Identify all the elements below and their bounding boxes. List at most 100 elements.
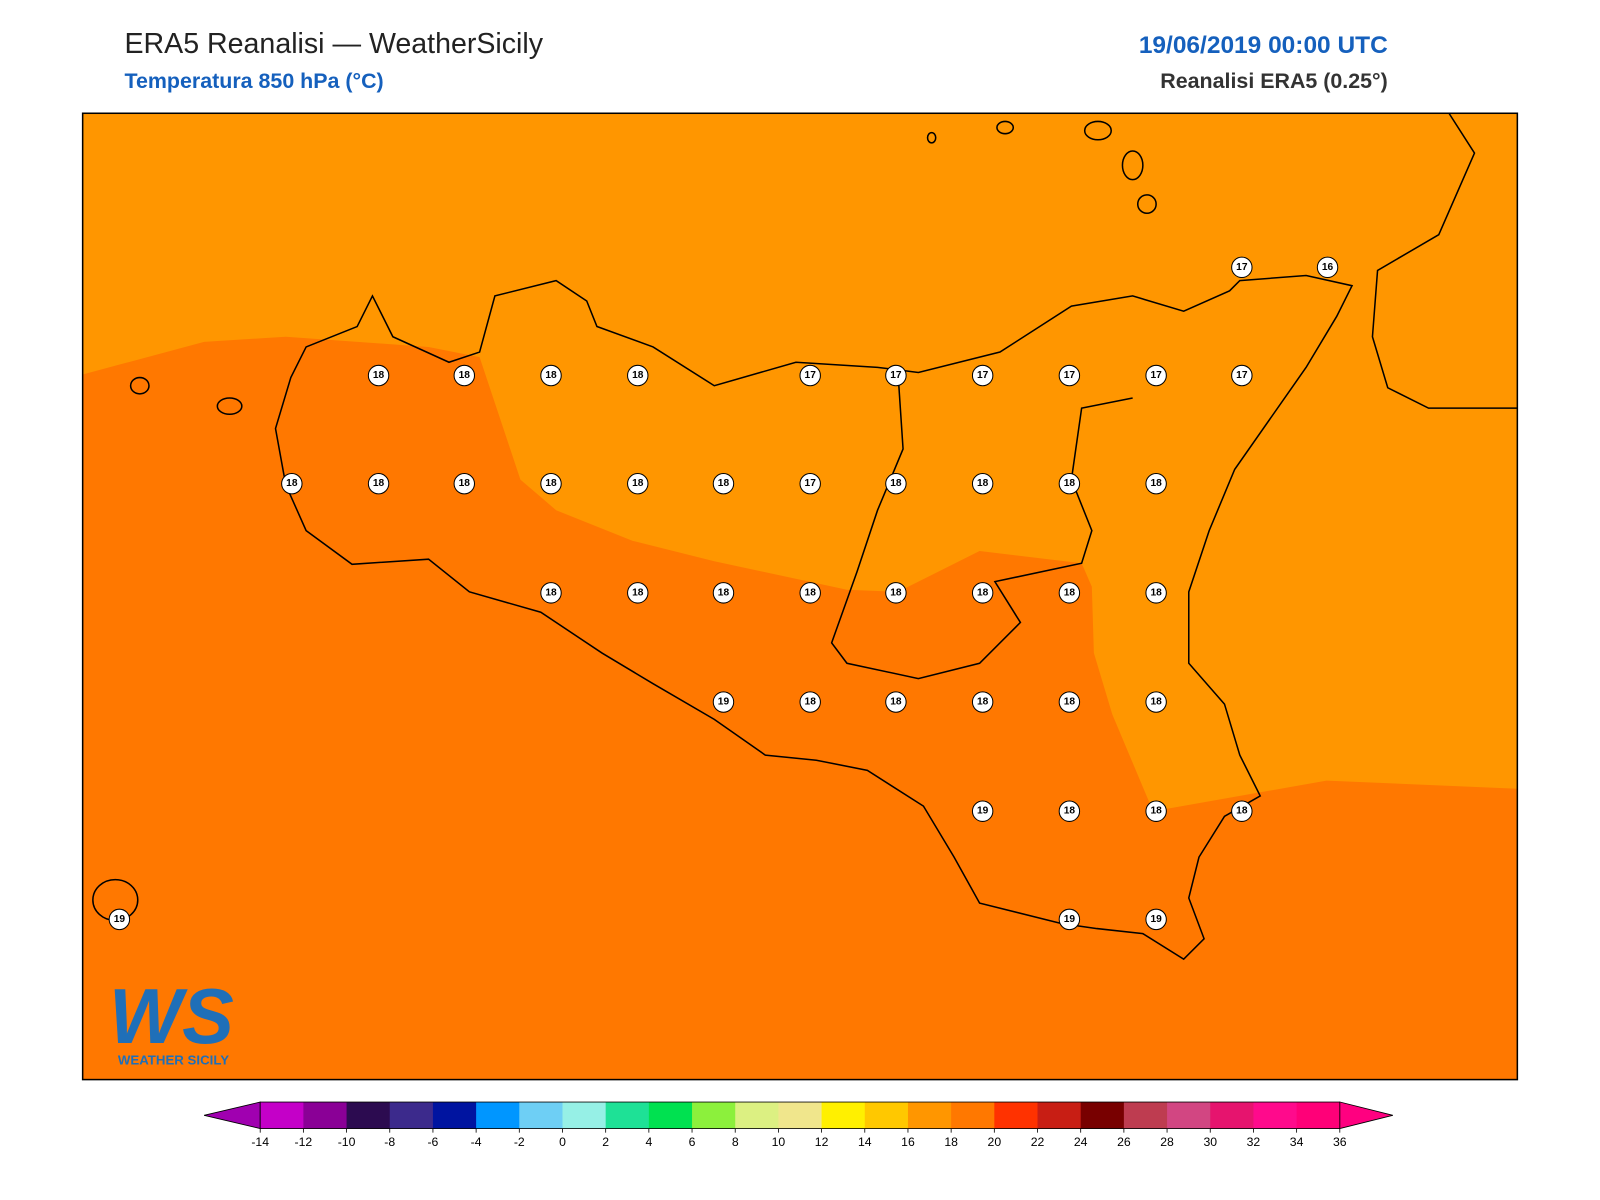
colorbar-tick-label: 10 — [772, 1135, 786, 1149]
colorbar-bin — [519, 1102, 563, 1129]
station-dot — [971, 800, 994, 822]
station-value: 17 — [1236, 262, 1248, 273]
station: 18 — [1145, 800, 1167, 822]
map: 17 16 18 18 18 18 17 17 17 17 17 17 18 18 18 18 18 18 17 18… — [81, 112, 1519, 1081]
station: 18 — [627, 364, 649, 387]
station: 19 — [712, 691, 735, 713]
station-dot — [540, 364, 562, 387]
station-value: 18 — [632, 370, 644, 381]
station-value: 17 — [1150, 370, 1162, 381]
station-value: 18 — [545, 478, 557, 489]
station-value: 18 — [805, 697, 817, 708]
map-frame — [81, 112, 1519, 1081]
station: 18 — [885, 582, 907, 604]
station: 18 — [971, 472, 994, 495]
station-value: 18 — [1150, 478, 1162, 489]
station-dot — [1316, 256, 1339, 279]
station-value: 17 — [805, 370, 817, 381]
station-value: 17 — [1236, 370, 1248, 381]
colorbar-tick-label: 8 — [732, 1135, 739, 1149]
colorbar: -14 -12 -10 -8 -6 -4 -2 0 2 4 6 8 10 12 14 16 18 20 22 24 26… — [203, 1101, 1393, 1149]
station-dot — [1145, 582, 1167, 604]
station-value: 18 — [890, 587, 902, 598]
station: 17 — [885, 364, 907, 387]
colorbar-tick-label: 4 — [645, 1135, 652, 1149]
colorbar-tick-label: 0 — [559, 1135, 566, 1149]
station-dot — [1145, 800, 1167, 822]
station-dot — [1058, 364, 1081, 387]
station: 18 — [1058, 472, 1081, 495]
colorbar-tick-label: 32 — [1247, 1135, 1261, 1149]
colorbar-tick-label: 16 — [901, 1135, 915, 1149]
station-dot — [627, 582, 649, 604]
station-dot — [1145, 472, 1167, 495]
station-value: 18 — [1150, 587, 1162, 598]
colorbar-tick-label: 36 — [1333, 1135, 1347, 1149]
station-dot — [1231, 800, 1253, 822]
station-value: 18 — [1150, 806, 1162, 817]
station-dot — [627, 364, 649, 387]
colorbar-tick-label: 28 — [1160, 1135, 1174, 1149]
station-value: 18 — [373, 478, 385, 489]
colorbar-bin — [303, 1102, 348, 1129]
station-dot — [108, 908, 131, 931]
station: 18 — [1231, 800, 1253, 822]
station-dot — [885, 472, 907, 495]
station-dot — [453, 472, 475, 495]
station: 18 — [799, 691, 821, 713]
station-value: 18 — [718, 587, 730, 598]
station-value: 18 — [1064, 478, 1076, 489]
station: 17 — [1145, 364, 1167, 387]
colorbar-bin — [1253, 1102, 1298, 1129]
station: 18 — [540, 364, 562, 387]
station-dot — [367, 472, 390, 495]
station-value: 18 — [718, 478, 730, 489]
colorbar-tick-label: 30 — [1203, 1135, 1217, 1149]
station: 18 — [885, 691, 907, 713]
station-dot — [1145, 691, 1167, 713]
station: 16 — [1316, 256, 1339, 279]
station-dot — [971, 691, 994, 713]
colorbar-bin — [260, 1102, 304, 1129]
station: 18 — [540, 472, 562, 495]
station: 17 — [799, 472, 821, 495]
date: 19/06/2019 00:00 UTC — [1139, 32, 1388, 59]
station-value: 18 — [1064, 806, 1076, 817]
station: 17 — [1058, 364, 1081, 387]
station-value: 18 — [632, 587, 644, 598]
colorbar-bin — [1037, 1102, 1082, 1129]
station-value: 18 — [1064, 697, 1076, 708]
colorbar-bin — [1123, 1102, 1168, 1129]
colorbar-bin — [864, 1102, 909, 1129]
logo-caption: WEATHER SICILY — [118, 1052, 229, 1067]
station: 17 — [1231, 364, 1253, 387]
station-dot — [712, 691, 735, 713]
colorbar-tick-label: 18 — [944, 1135, 958, 1149]
station: 19 — [1145, 908, 1167, 931]
colorbar-tick-label: 24 — [1074, 1135, 1088, 1149]
station-value: 17 — [977, 370, 989, 381]
colorbar-bin — [476, 1102, 520, 1129]
station: 18 — [540, 582, 562, 604]
station-dot — [1231, 364, 1253, 387]
station: 18 — [1058, 800, 1081, 822]
colorbar-bin — [432, 1102, 477, 1129]
station-dot — [1058, 908, 1081, 931]
coastline — [92, 113, 1518, 961]
colorbar-frame — [259, 1101, 1341, 1129]
station-value: 18 — [890, 697, 902, 708]
subtitle: Temperatura 850 hPa (°C) — [124, 69, 383, 93]
station: 18 — [627, 582, 649, 604]
colorbar-bin — [951, 1102, 995, 1129]
station-value: 18 — [977, 478, 989, 489]
logo: WS WEATHER SICILY — [109, 974, 234, 1067]
station-dot — [1058, 691, 1081, 713]
station: 18 — [712, 582, 735, 604]
station-value: 17 — [890, 370, 902, 381]
station: 18 — [281, 472, 303, 495]
station: 19 — [971, 800, 994, 822]
colorbar-tick-label: -10 — [338, 1135, 356, 1149]
colorbar-tick-label: -8 — [384, 1135, 395, 1149]
colorbar-bin — [1080, 1102, 1125, 1129]
station: 19 — [1058, 908, 1081, 931]
